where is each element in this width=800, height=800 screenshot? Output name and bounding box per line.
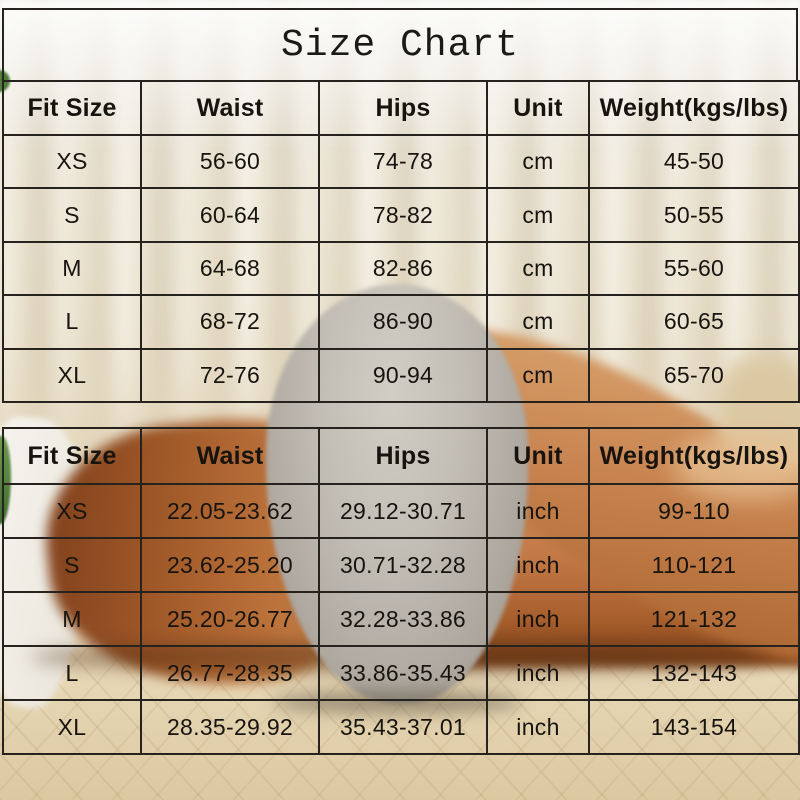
column-header-fit-size: Fit Size bbox=[2, 80, 142, 136]
cell-weight: 45-50 bbox=[588, 133, 800, 190]
header-row: Fit Size Waist Hips Unit Weight(kgs/lbs) bbox=[2, 80, 800, 136]
cell-fit-size: S bbox=[2, 187, 142, 243]
column-header-weight: Weight(kgs/lbs) bbox=[588, 80, 800, 136]
size-row-xl: XL 28.35-29.92 35.43-37.01 inch 143-154 bbox=[2, 699, 800, 755]
size-row-m: M 64-68 82-86 cm 55-60 bbox=[2, 240, 800, 297]
cell-unit: cm bbox=[486, 240, 590, 297]
size-row-xs: XS 56-60 74-78 cm 45-50 bbox=[2, 133, 800, 190]
cell-unit: inch bbox=[486, 537, 590, 593]
cell-waist: 22.05-23.62 bbox=[140, 483, 320, 539]
cell-unit: cm bbox=[486, 294, 590, 350]
size-chart-table-inch: Fit Size Waist Hips Unit Weight(kgs/lbs)… bbox=[2, 427, 800, 755]
size-row-s: S 23.62-25.20 30.71-32.28 inch 110-121 bbox=[2, 537, 800, 593]
cell-fit-size: M bbox=[2, 240, 142, 297]
cell-hips: 74-78 bbox=[318, 133, 488, 190]
cell-fit-size: M bbox=[2, 591, 142, 647]
cell-weight: 143-154 bbox=[588, 699, 800, 755]
cell-fit-size: S bbox=[2, 537, 142, 593]
size-row-l: L 68-72 86-90 cm 60-65 bbox=[2, 294, 800, 350]
cell-hips: 32.28-33.86 bbox=[318, 591, 488, 647]
cell-weight: 99-110 bbox=[588, 483, 800, 539]
cell-waist: 26.77-28.35 bbox=[140, 645, 320, 701]
cell-fit-size: XL bbox=[2, 347, 142, 404]
cell-hips: 78-82 bbox=[318, 187, 488, 243]
cell-unit: inch bbox=[486, 699, 590, 755]
size-chart-table-cm: Fit Size Waist Hips Unit Weight(kgs/lbs)… bbox=[2, 80, 800, 404]
cell-waist: 64-68 bbox=[140, 240, 320, 297]
cell-weight: 50-55 bbox=[588, 187, 800, 243]
cell-unit: cm bbox=[486, 133, 590, 190]
cell-unit: cm bbox=[486, 187, 590, 243]
size-row-m: M 25.20-26.77 32.28-33.86 inch 121-132 bbox=[2, 591, 800, 647]
cell-unit: inch bbox=[486, 483, 590, 539]
column-header-unit: Unit bbox=[486, 427, 590, 485]
cell-weight: 110-121 bbox=[588, 537, 800, 593]
cell-waist: 68-72 bbox=[140, 294, 320, 350]
cell-hips: 82-86 bbox=[318, 240, 488, 297]
title-box: Size Chart bbox=[2, 8, 798, 82]
cell-waist: 60-64 bbox=[140, 187, 320, 243]
cell-hips: 90-94 bbox=[318, 347, 488, 404]
cell-waist: 25.20-26.77 bbox=[140, 591, 320, 647]
cell-weight: 55-60 bbox=[588, 240, 800, 297]
size-row-l: L 26.77-28.35 33.86-35.43 inch 132-143 bbox=[2, 645, 800, 701]
size-row-xl: XL 72-76 90-94 cm 65-70 bbox=[2, 347, 800, 404]
cell-hips: 35.43-37.01 bbox=[318, 699, 488, 755]
cell-hips: 86-90 bbox=[318, 294, 488, 350]
column-header-waist: Waist bbox=[140, 80, 320, 136]
cell-weight: 132-143 bbox=[588, 645, 800, 701]
column-header-unit: Unit bbox=[486, 80, 590, 136]
cell-weight: 60-65 bbox=[588, 294, 800, 350]
cell-waist: 56-60 bbox=[140, 133, 320, 190]
cell-hips: 33.86-35.43 bbox=[318, 645, 488, 701]
cell-weight: 65-70 bbox=[588, 347, 800, 404]
column-header-waist: Waist bbox=[140, 427, 320, 485]
cell-fit-size: XS bbox=[2, 133, 142, 190]
size-row-s: S 60-64 78-82 cm 50-55 bbox=[2, 187, 800, 243]
column-header-weight: Weight(kgs/lbs) bbox=[588, 427, 800, 485]
cell-fit-size: XL bbox=[2, 699, 142, 755]
size-row-xs: XS 22.05-23.62 29.12-30.71 inch 99-110 bbox=[2, 483, 800, 539]
page-title: Size Chart bbox=[280, 23, 520, 67]
cell-unit: inch bbox=[486, 645, 590, 701]
cell-waist: 28.35-29.92 bbox=[140, 699, 320, 755]
cell-unit: cm bbox=[486, 347, 590, 404]
cell-fit-size: L bbox=[2, 294, 142, 350]
column-header-fit-size: Fit Size bbox=[2, 427, 142, 485]
cell-fit-size: XS bbox=[2, 483, 142, 539]
cell-unit: inch bbox=[486, 591, 590, 647]
cell-weight: 121-132 bbox=[588, 591, 800, 647]
header-row: Fit Size Waist Hips Unit Weight(kgs/lbs) bbox=[2, 427, 800, 485]
cell-hips: 30.71-32.28 bbox=[318, 537, 488, 593]
cell-hips: 29.12-30.71 bbox=[318, 483, 488, 539]
cell-fit-size: L bbox=[2, 645, 142, 701]
cell-waist: 72-76 bbox=[140, 347, 320, 404]
cell-waist: 23.62-25.20 bbox=[140, 537, 320, 593]
column-header-hips: Hips bbox=[318, 80, 488, 136]
column-header-hips: Hips bbox=[318, 427, 488, 485]
